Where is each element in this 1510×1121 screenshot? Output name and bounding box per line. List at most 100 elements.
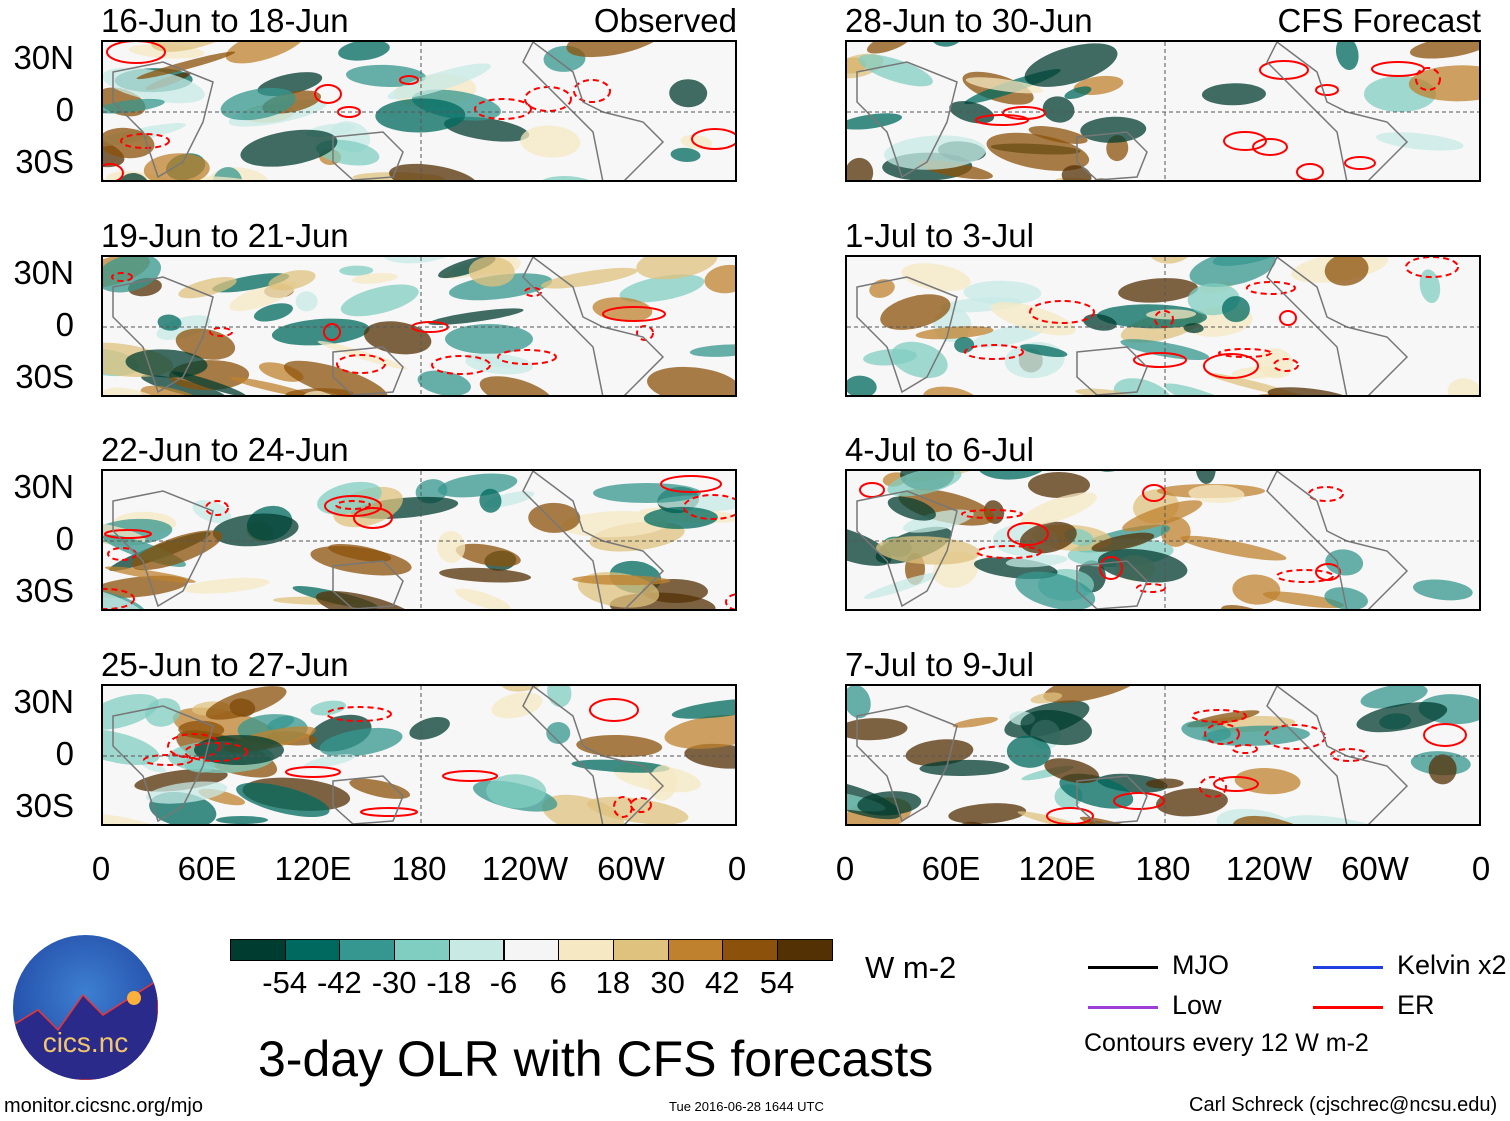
olr-anomaly-blob xyxy=(1006,735,1051,768)
olr-anomaly-blob xyxy=(540,267,638,289)
olr-anomaly-blob xyxy=(1020,492,1097,526)
er-contour xyxy=(1191,709,1247,723)
olr-anomaly-blob xyxy=(1202,725,1310,746)
er-contour xyxy=(103,163,124,180)
olr-anomaly-blob xyxy=(1080,116,1147,143)
olr-anomaly-blob xyxy=(455,588,511,609)
x-tick-label: 120E xyxy=(1018,850,1096,887)
olr-anomaly-blob xyxy=(437,530,466,563)
er-contour xyxy=(1232,744,1258,754)
olr-anomaly-blob xyxy=(319,727,403,757)
olr-anomaly-blob xyxy=(1118,278,1198,303)
olr-anomaly-blob xyxy=(1028,472,1090,498)
er-contour xyxy=(1259,60,1309,80)
er-contour xyxy=(683,494,735,520)
olr-anomaly-blob xyxy=(561,511,670,538)
olr-anomaly-blob xyxy=(1091,532,1155,552)
olr-anomaly-blob xyxy=(619,274,705,303)
er-contour xyxy=(725,593,735,609)
olr-anomaly-blob xyxy=(965,77,1044,94)
coastline-americas xyxy=(1266,686,1409,824)
er-contour xyxy=(1007,522,1049,546)
er-contour xyxy=(314,84,342,104)
er-contour xyxy=(976,545,1042,559)
er-contour xyxy=(1046,807,1094,824)
olr-anomaly-blob xyxy=(104,566,196,583)
olr-anomaly-blob xyxy=(375,98,466,133)
olr-anomaly-blob xyxy=(1284,815,1388,824)
legend-line xyxy=(1313,966,1383,969)
coastline-australia xyxy=(332,131,404,180)
colorbar-label: -6 xyxy=(489,965,518,1000)
olr-anomaly-blob xyxy=(876,536,980,565)
logo-mountains-icon xyxy=(13,979,158,1080)
y-tick-label: 30N xyxy=(13,468,74,505)
olr-anomaly-blob xyxy=(351,273,398,284)
olr-anomaly-blob xyxy=(592,297,653,322)
olr-anomaly-blob xyxy=(643,506,718,529)
er-contour xyxy=(103,588,135,609)
olr-anomaly-blob xyxy=(1075,388,1128,395)
er-contour xyxy=(120,133,170,149)
er-contour xyxy=(205,500,229,516)
er-contour xyxy=(975,114,1029,126)
olr-anomaly-blob xyxy=(1041,825,1106,826)
olr-anomaly-blob xyxy=(847,524,892,566)
colorbar-swatch xyxy=(667,939,724,961)
er-contour xyxy=(1252,138,1288,156)
panel-title: 19-Jun to 21-Jun xyxy=(101,217,349,254)
x-tick-label: 60E xyxy=(177,850,237,887)
er-contour xyxy=(474,98,532,120)
olr-map-panel xyxy=(101,684,737,826)
er-contour xyxy=(524,287,542,297)
coastline-australia xyxy=(1076,346,1148,395)
olr-map-panel xyxy=(101,40,737,182)
er-contour xyxy=(360,807,418,817)
olr-map-panel xyxy=(101,469,737,611)
olr-anomaly-blob xyxy=(240,129,338,167)
olr-anomaly-blob xyxy=(443,116,530,142)
panel-title: 16-Jun to 18-Jun xyxy=(101,2,349,39)
olr-anomaly-blob xyxy=(1419,269,1441,304)
olr-anomaly-blob xyxy=(387,63,491,100)
olr-anomaly-blob xyxy=(1180,535,1287,561)
x-tick-label: 120W xyxy=(1225,850,1313,887)
legend-line xyxy=(1088,1006,1158,1009)
olr-anomaly-blob xyxy=(479,488,502,513)
er-contour xyxy=(184,742,248,762)
olr-anomaly-blob xyxy=(915,326,994,340)
olr-anomaly-blob xyxy=(880,294,951,330)
er-contour xyxy=(104,529,152,539)
colorbar-swatch xyxy=(339,939,396,961)
olr-anomaly-blob xyxy=(689,344,735,357)
olr-anomaly-blob xyxy=(1221,296,1250,323)
er-contour xyxy=(324,495,382,517)
olr-anomaly-blob xyxy=(156,315,211,340)
olr-anomaly-blob xyxy=(437,473,518,498)
olr-anomaly-blob xyxy=(417,370,471,395)
olr-anomaly-blob xyxy=(1356,702,1448,733)
olr-anomaly-blob xyxy=(183,577,270,594)
olr-map-panel xyxy=(101,255,737,397)
olr-anomaly-blob xyxy=(428,308,524,325)
olr-anomaly-blob xyxy=(520,125,581,158)
olr-anomaly-blob xyxy=(1234,768,1301,795)
olr-anomaly-blob xyxy=(349,778,411,799)
olr-anomaly-blob xyxy=(1335,42,1359,71)
x-tick-label: 60E xyxy=(921,850,981,887)
er-contour xyxy=(1204,723,1240,745)
olr-anomaly-blob xyxy=(178,276,237,299)
logo-text: cics.nc xyxy=(42,1027,129,1058)
coastline-australia xyxy=(332,775,404,824)
coastline-australia xyxy=(1076,131,1148,180)
x-tick-label: 0 xyxy=(727,850,747,887)
y-tick-label: 30N xyxy=(13,683,74,720)
olr-anomaly-blob xyxy=(847,718,908,741)
olr-anomaly-blob xyxy=(1408,65,1479,102)
olr-anomaly-blob xyxy=(1262,591,1345,609)
olr-anomaly-blob xyxy=(1145,778,1184,789)
olr-anomaly-blob xyxy=(339,265,374,276)
cicsnc-logo: cics.nc xyxy=(13,935,158,1080)
er-contour xyxy=(1415,67,1441,91)
olr-anomaly-blob xyxy=(947,609,1053,611)
